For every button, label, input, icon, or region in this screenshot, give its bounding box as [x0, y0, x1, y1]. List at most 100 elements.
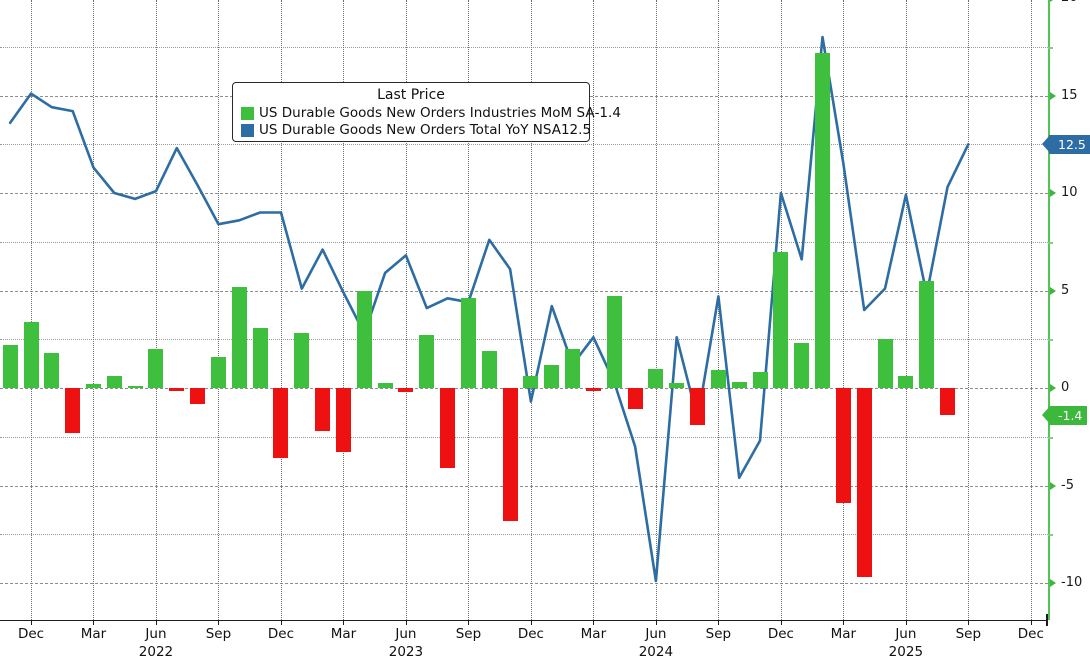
y-tick-label--10: -10 [1061, 575, 1083, 590]
gridline-v-7 [155, 0, 157, 620]
gridline-h-minor-2.5 [0, 339, 1048, 341]
legend-row-1[interactable]: US Durable Goods New Orders Total YoY NS… [241, 122, 591, 139]
gridline-v-25 [530, 0, 532, 620]
x-tick-label-11: Sep [705, 626, 732, 642]
bar-Dec 2024 [773, 251, 789, 388]
x-tick-label-0: Dec [17, 626, 45, 642]
gridline-v-46 [968, 0, 970, 620]
x-tick-Jun-10 [655, 620, 657, 625]
bar-May 2023 [377, 383, 393, 388]
gridline-v-43 [905, 0, 907, 620]
gridline-h-minor-12.5 [0, 144, 1048, 146]
x-tick-Mar-1 [93, 620, 95, 625]
x-tick-label-13: Mar [830, 626, 857, 642]
bar-May 2024 [627, 388, 643, 410]
y-tick-arrow-0 [1050, 384, 1056, 392]
y-tick-minor-2.5 [1048, 339, 1053, 342]
x-tick-Dec-0 [31, 620, 32, 625]
gridline-h-minor--7.5 [0, 534, 1048, 536]
legend-row-0[interactable]: US Durable Goods New Orders Industries M… [241, 105, 621, 122]
y-axis-tag-mom: -1.4 [1041, 405, 1088, 425]
legend-series-value-1: 12.5 [560, 122, 592, 138]
bar-Aug 2024 [690, 388, 706, 426]
legend-title: Last Price [377, 87, 445, 103]
bar-Mar 2024 [585, 388, 601, 391]
x-tick-Sep-15 [968, 620, 970, 625]
y-tick-label-0: 0 [1061, 380, 1070, 395]
y-axis-line [1048, 0, 1050, 620]
bar-Feb 2023 [315, 388, 331, 431]
x-axis: Dec Mar Jun 2022 Sep Dec Mar Jun 2023 Sep Dec Mar Ju… [0, 614, 1048, 668]
bar-Nov 2024 [752, 372, 768, 388]
x-tick-Mar-5 [343, 620, 345, 625]
x-tick-Sep-11 [718, 620, 720, 625]
x-axis-end-cap [1046, 614, 1048, 626]
y-tick-minor-7.5 [1048, 241, 1053, 244]
y-tick-label--5: -5 [1061, 477, 1074, 493]
y-tick-label-10: 10 [1061, 185, 1078, 200]
x-axis-year-label-2025: 2025 [888, 644, 924, 660]
x-tick-Dec-4 [280, 620, 282, 625]
bar-Mar 2023 [335, 388, 351, 453]
x-tick-Sep-7 [468, 620, 470, 625]
bar-Jan 2022 [44, 352, 60, 388]
legend-series-name-1: US Durable Goods New Orders Total YoY NS… [259, 122, 561, 138]
x-tick-Mar-9 [593, 620, 595, 625]
bar-Jul 2024 [669, 383, 685, 388]
x-tick-label-4: Dec [267, 626, 295, 642]
bar-Jan 2025 [794, 343, 810, 388]
bar-Oct 2023 [481, 350, 497, 388]
gridline-v-1 [31, 0, 32, 620]
legend-swatch-icon-0 [241, 107, 254, 120]
legend-series-name-0: US Durable Goods New Orders Industries M… [259, 105, 595, 121]
x-tick-label-5: Mar [330, 626, 357, 642]
y-tick-arrow-20 [1050, 0, 1056, 2]
y-tick-label-5: 5 [1061, 282, 1070, 298]
bar-Jan 2023 [294, 333, 310, 388]
bar-Feb 2022 [65, 388, 81, 433]
y-tick-arrow--5 [1050, 481, 1056, 490]
bar-Dec 2021 [23, 321, 39, 388]
x-tick-label-9: Mar [580, 626, 607, 642]
bar-Jun 2022 [148, 349, 164, 388]
y-tick-arrow-15 [1050, 91, 1056, 100]
y-tick-arrow--10 [1050, 579, 1056, 587]
x-tick-label-6: Jun [395, 626, 417, 642]
y-tick-label-20: 20 [1061, 0, 1078, 4]
x-tick-Sep-3 [218, 620, 220, 625]
gridline-v-49 [1030, 0, 1032, 620]
gridline-v-13 [280, 0, 282, 620]
x-axis-year-label-2024: 2024 [638, 644, 674, 660]
series-layer [8, 35, 970, 583]
x-axis-year-label-2022: 2022 [138, 644, 174, 660]
x-tick-label-14: Jun [895, 626, 917, 642]
bar-Sep 2023 [460, 298, 476, 388]
gridline-h-0 [0, 388, 1048, 389]
bar-Dec 2023 [523, 376, 539, 388]
bar-Oct 2024 [731, 382, 747, 388]
y-tick-minor-17.5 [1048, 46, 1053, 49]
bar-May 2025 [877, 339, 893, 388]
legend-swatch-icon-1 [241, 124, 254, 137]
x-tick-label-1: Mar [80, 626, 107, 642]
x-tick-label-16: Dec [1017, 626, 1044, 642]
x-tick-Dec-12 [780, 620, 782, 625]
x-axis-line [0, 620, 1048, 621]
bar-Jun 2025 [898, 376, 914, 388]
y-tick-minor--7.5 [1048, 534, 1053, 537]
x-tick-Dec-8 [530, 620, 532, 625]
bar-Aug 2023 [440, 388, 456, 468]
x-tick-Mar-13 [843, 620, 845, 625]
legend-rows: US Durable Goods New Orders Industries M… [241, 105, 621, 139]
x-tick-Jun-2 [155, 620, 157, 625]
gridline-v-19 [405, 0, 407, 620]
bar-Sep 2024 [710, 370, 726, 388]
bar-Jan 2024 [544, 364, 560, 388]
bar-Nov 2023 [502, 388, 518, 521]
bar-Jul 2023 [419, 335, 435, 388]
gridline-v-28 [593, 0, 595, 620]
gridline-h-5 [0, 290, 1048, 292]
bar-Apr 2023 [356, 290, 372, 388]
x-tick-label-12: Dec [767, 626, 794, 642]
bar-Apr 2024 [606, 296, 622, 388]
